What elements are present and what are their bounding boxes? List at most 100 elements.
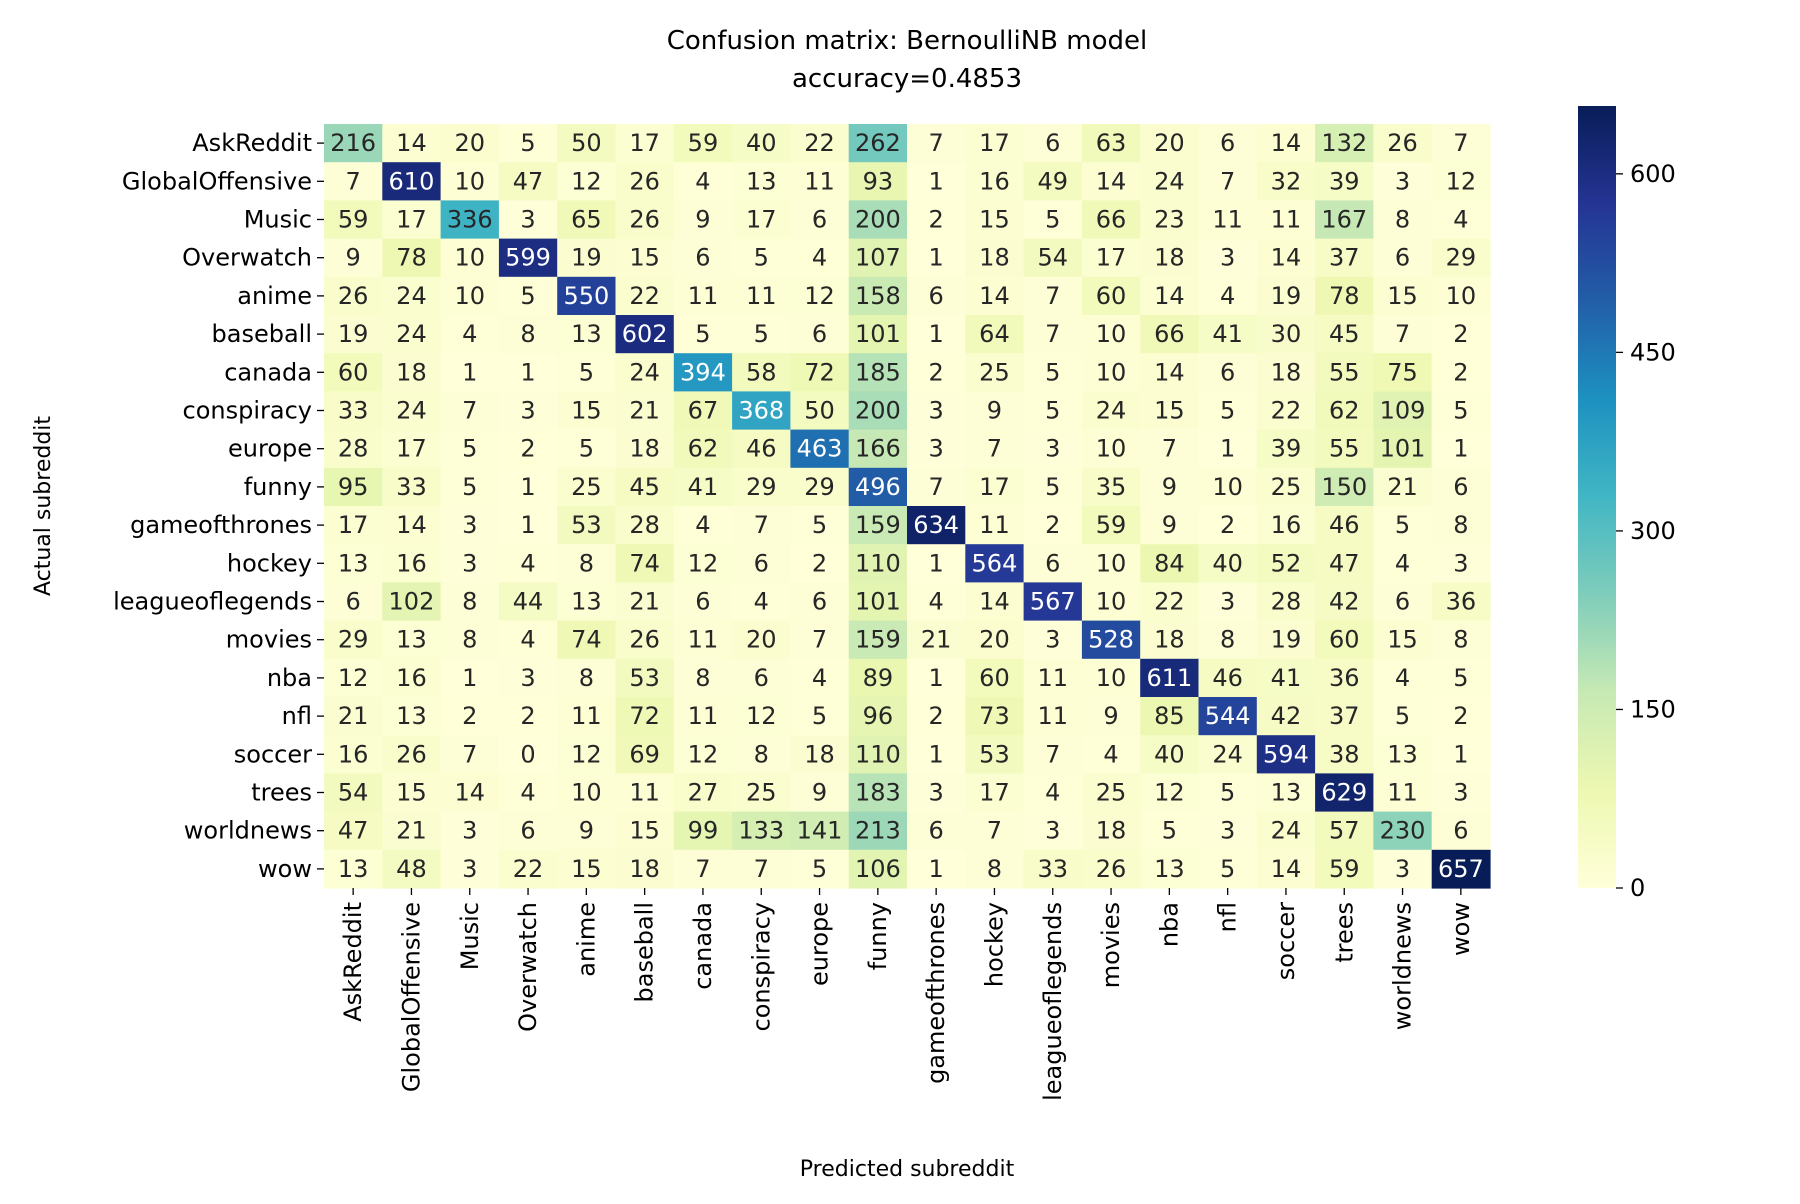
heatmap-cell [790,467,850,507]
heatmap-cell [848,506,908,545]
heatmap-cell [790,849,850,889]
cell-value-label: 17 [1096,244,1127,272]
cell-value-label: 28 [1271,588,1302,616]
cell-value-label: 10 [1096,435,1127,463]
cell-value-label: 213 [855,817,901,845]
cell-value-label: 101 [1380,435,1426,463]
cell-value-label: 5 [1045,473,1060,501]
heatmap-cell [1081,276,1141,316]
cell-value-label: 14 [1271,244,1302,272]
cell-value-label: 599 [505,244,551,272]
cell-value-label: 4 [1453,206,1468,234]
cell-value-label: 20 [454,129,485,157]
cell-value-label: 0 [520,740,535,768]
cell-value-label: 59 [1329,855,1360,883]
heatmap-cell [557,124,617,163]
cell-value-label: 2 [520,702,535,730]
heatmap-cell [557,849,617,889]
cell-value-label: 19 [571,244,602,272]
heatmap-cell [1023,391,1083,431]
heatmap-cell [382,353,442,392]
heatmap-cell [1256,811,1316,851]
cell-value-label: 44 [513,588,544,616]
heatmap-cell [1373,429,1433,469]
cell-value-label: 1 [520,511,535,539]
cell-value-label: 3 [929,397,944,425]
heatmap-cell [673,544,733,583]
cell-value-label: 14 [1271,129,1302,157]
cell-value-label: 11 [979,511,1010,539]
cell-value-label: 41 [688,473,719,501]
cell-value-label: 60 [1096,282,1127,310]
cell-value-label: 564 [972,549,1018,577]
cell-value-label: 78 [396,244,427,272]
cell-value-label: 2 [520,435,535,463]
cell-value-label: 46 [746,435,777,463]
heatmap-cell [1431,582,1491,622]
cell-value-label: 150 [1321,473,1367,501]
cell-value-label: 24 [1096,397,1127,425]
heatmap-cell [965,544,1025,583]
colorbar-tick-label: 0 [1630,874,1645,902]
cell-value-label: 12 [746,702,777,730]
column-tick-label: AskReddit [339,902,367,1022]
cell-value-label: 528 [1088,626,1134,654]
cell-value-label: 3 [462,549,477,577]
cell-value-label: 38 [1329,740,1360,768]
cell-value-label: 7 [462,397,477,425]
cell-value-label: 21 [629,397,660,425]
heatmap-cell [732,391,791,431]
heatmap-cell [1256,238,1316,278]
cell-value-label: 3 [462,817,477,845]
cell-value-label: 65 [571,206,602,234]
heatmap-cell [732,773,791,813]
column-tick-label: europe [806,902,834,986]
cell-value-label: 5 [754,244,769,272]
heatmap-cell [557,735,617,774]
cell-value-label: 183 [855,779,901,807]
heatmap-cell [615,506,675,545]
cell-value-label: 24 [396,282,427,310]
cell-value-label: 25 [979,358,1010,386]
heatmap-cell [965,353,1025,392]
cell-value-label: 550 [563,282,609,310]
cell-value-label: 25 [1096,779,1127,807]
cell-value-label: 496 [855,473,901,501]
heatmap-cell [615,315,675,354]
cell-value-label: 4 [929,588,944,616]
heatmap-cell [965,811,1025,851]
cell-value-label: 7 [1045,320,1060,348]
heatmap-cell [382,620,442,660]
cell-value-label: 15 [396,779,427,807]
heatmap-cell [1023,811,1083,851]
cell-value-label: 10 [571,779,602,807]
heatmap-cell [1198,582,1258,622]
cell-value-label: 18 [396,358,427,386]
heatmap-cell [498,697,558,736]
heatmap-cell [557,620,617,660]
heatmap-cell [1081,200,1141,240]
heatmap-cell [498,200,558,240]
heatmap-cell [324,315,383,354]
heatmap-cell [1081,353,1141,392]
column-tick-label: baseball [631,902,659,1003]
heatmap-cell [732,544,791,583]
cell-value-label: 85 [1154,702,1185,730]
heatmap-cell [1256,429,1316,469]
cell-value-label: 72 [804,358,835,386]
cell-value-label: 4 [520,549,535,577]
heatmap-cell [382,124,442,163]
row-tick-label: canada [224,358,312,386]
heatmap-cell [732,124,791,163]
cell-value-label: 10 [1096,358,1127,386]
heatmap-cell [1315,735,1374,774]
cell-value-label: 5 [812,702,827,730]
heatmap-cell [557,506,617,545]
heatmap-cell [965,315,1025,354]
heatmap-cell [848,658,908,698]
cell-value-label: 12 [804,282,835,310]
cell-value-label: 629 [1321,779,1367,807]
heatmap-cell [1431,238,1491,278]
cell-value-label: 9 [346,244,361,272]
